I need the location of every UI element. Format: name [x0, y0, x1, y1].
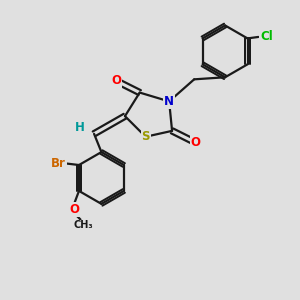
Text: S: S [141, 130, 150, 143]
Text: O: O [190, 136, 201, 149]
Text: O: O [111, 74, 121, 87]
Text: H: H [74, 122, 84, 134]
Text: Br: Br [51, 157, 66, 170]
Text: CH₃: CH₃ [74, 220, 93, 230]
Text: N: N [164, 95, 174, 108]
Text: O: O [70, 203, 80, 216]
Text: Cl: Cl [260, 30, 273, 44]
